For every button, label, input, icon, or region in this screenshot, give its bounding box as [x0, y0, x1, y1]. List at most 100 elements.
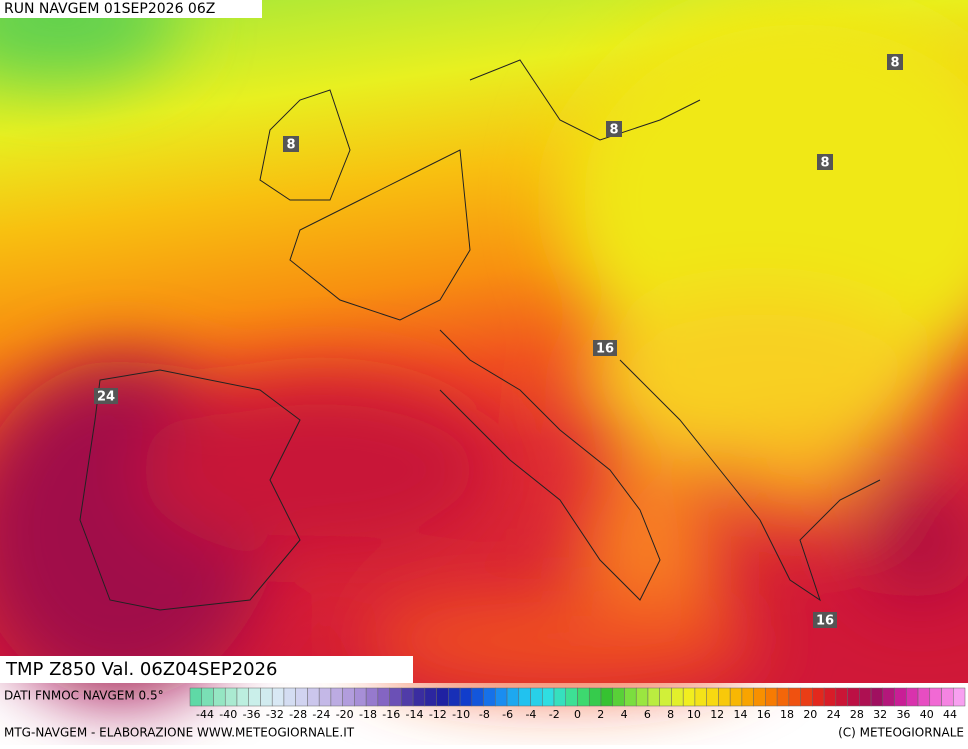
scale-label: -6 — [502, 708, 513, 721]
scale-label: 6 — [644, 708, 651, 721]
scale-swatch — [377, 687, 390, 707]
scale-swatch — [600, 687, 613, 707]
scale-label: 20 — [803, 708, 817, 721]
footer-right: (C) METEOGIORNALE — [838, 726, 964, 740]
scale-label: 44 — [943, 708, 957, 721]
scale-swatch — [342, 687, 355, 707]
scale-swatch — [776, 687, 790, 707]
scale-label: 14 — [733, 708, 747, 721]
scale-label: 24 — [827, 708, 841, 721]
scale-label: 0 — [574, 708, 581, 721]
scale-swatch — [271, 687, 285, 707]
scale-swatch — [659, 687, 672, 707]
scale-swatch — [471, 687, 484, 707]
scale-swatch — [518, 687, 531, 707]
contour-label: 16 — [816, 614, 834, 629]
scale-swatch — [389, 687, 402, 707]
contour-label-box — [283, 136, 299, 152]
scale-label: -12 — [429, 708, 447, 721]
scale-swatch — [706, 687, 719, 707]
scale-swatch — [635, 687, 649, 707]
scale-label: -28 — [289, 708, 307, 721]
field-label: TMP Z850 Val. 06Z04SEP2026 — [5, 659, 278, 680]
temperature-field — [0, 0, 968, 700]
field-box — [0, 656, 413, 683]
scale-swatch — [318, 687, 332, 707]
scale-swatch — [682, 687, 696, 707]
scale-swatch — [929, 687, 942, 707]
scale-label: 32 — [873, 708, 887, 721]
scale-swatch — [495, 687, 508, 707]
scale-swatch — [530, 687, 543, 707]
scale-swatch — [894, 687, 907, 707]
scale-swatch — [448, 687, 461, 707]
scale-label: 28 — [850, 708, 864, 721]
scale-label: 18 — [780, 708, 794, 721]
scale-swatch — [906, 687, 919, 707]
scale-swatch — [401, 687, 414, 707]
scale-label: -44 — [196, 708, 214, 721]
contour-label: 16 — [596, 342, 614, 357]
scale-swatch — [365, 687, 379, 707]
contour-label: 8 — [890, 56, 899, 71]
scale-swatch — [835, 687, 848, 707]
scale-swatch — [694, 687, 707, 707]
scale-label: -32 — [266, 708, 284, 721]
scale-swatch — [436, 687, 449, 707]
scale-swatch — [941, 687, 954, 707]
contour-label-box — [887, 54, 903, 70]
scale-swatch — [248, 687, 261, 707]
scale-swatch — [800, 687, 813, 707]
contour-label-box — [94, 388, 118, 404]
scale-swatch — [859, 687, 872, 707]
scale-swatch — [753, 687, 766, 707]
scale-swatch — [506, 687, 520, 707]
contour-label: 8 — [286, 138, 295, 153]
scale-swatch — [424, 687, 437, 707]
scale-swatch — [882, 687, 895, 707]
scale-swatch — [330, 687, 343, 707]
scale-swatch — [788, 687, 801, 707]
scale-swatch — [307, 687, 320, 707]
scale-swatch — [812, 687, 825, 707]
scale-swatch — [412, 687, 426, 707]
scale-label: -4 — [525, 708, 536, 721]
scale-label: 12 — [710, 708, 724, 721]
scale-label: -10 — [452, 708, 470, 721]
scale-swatch — [671, 687, 684, 707]
scale-swatch — [917, 687, 931, 707]
scale-label: 4 — [621, 708, 628, 721]
scale-swatch — [542, 687, 555, 707]
scale-label: 16 — [757, 708, 771, 721]
scale-label: 40 — [920, 708, 934, 721]
scale-label: 8 — [667, 708, 674, 721]
scale-swatch — [624, 687, 637, 707]
scale-swatch — [612, 687, 625, 707]
run-label: RUN NAVGEM 01SEP2026 06Z — [4, 1, 215, 17]
scale-label: -8 — [479, 708, 490, 721]
scale-label: -36 — [243, 708, 261, 721]
scale-swatch — [553, 687, 567, 707]
run-box — [0, 0, 262, 18]
scale-swatch — [729, 687, 743, 707]
scale-swatch — [847, 687, 860, 707]
scale-label: -14 — [406, 708, 424, 721]
scale-swatch — [588, 687, 602, 707]
scale-label: 10 — [687, 708, 701, 721]
scale-label: 36 — [896, 708, 910, 721]
scale-swatch — [718, 687, 731, 707]
contour-label-box — [813, 612, 837, 628]
footer-left: MTG-NAVGEM - ELABORAZIONE WWW.METEOGIORN… — [4, 726, 355, 740]
contour-label: 8 — [820, 156, 829, 171]
coastlines — [79, 59, 881, 611]
scale-swatch — [741, 687, 754, 707]
scale-label: -2 — [549, 708, 560, 721]
scale-label: -20 — [336, 708, 354, 721]
scale-swatch — [565, 687, 578, 707]
contour-label-box — [606, 121, 622, 137]
scale-label: 2 — [597, 708, 604, 721]
contour-label: 24 — [97, 390, 115, 405]
contour-label: 8 — [609, 123, 618, 138]
scale-swatch — [765, 687, 778, 707]
scale-swatch — [459, 687, 473, 707]
